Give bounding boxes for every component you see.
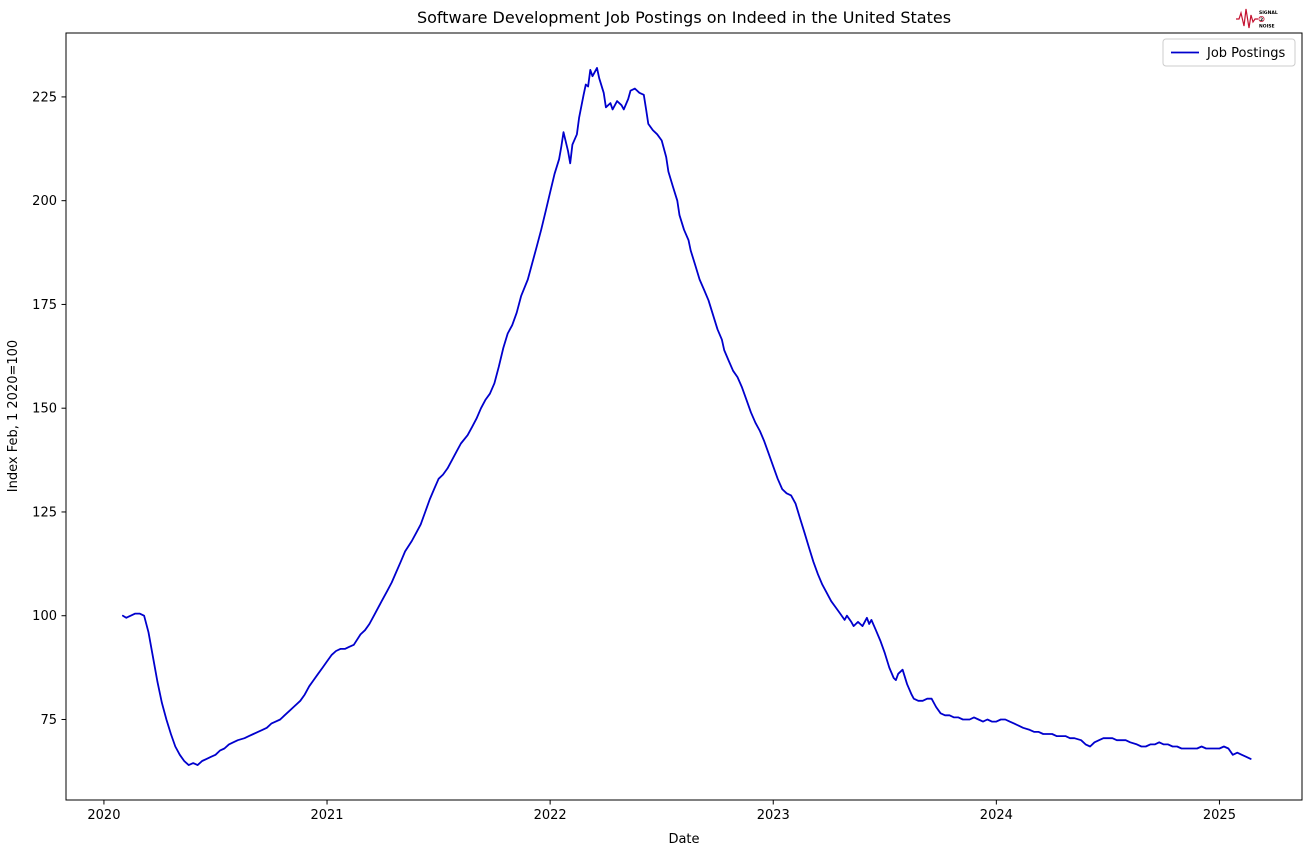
chart-title: Software Development Job Postings on Ind… [417, 8, 951, 27]
y-tick-label: 150 [32, 402, 57, 417]
x-tick-label: 2022 [534, 808, 567, 823]
x-tick-label: 2023 [757, 808, 790, 823]
y-tick-label: 200 [32, 194, 57, 209]
y-tick-label: 225 [32, 90, 57, 105]
x-tick-label: 2024 [980, 808, 1013, 823]
y-tick-label: 75 [40, 713, 57, 728]
logo-circle [1258, 15, 1265, 22]
x-tick-label: 2021 [310, 808, 343, 823]
legend-box [1162, 38, 1296, 67]
axis-ticks: 2020 2021 2022 2023 2024 2025 75 100 125 150 175 20… [32, 90, 1236, 823]
logo-word-bottom: NOISE [1259, 24, 1275, 30]
legend: Job Postings [1162, 38, 1296, 67]
signal-noise-logo: SIGNAL 2 NOISE [1236, 8, 1278, 30]
x-tick-label: 2025 [1203, 808, 1236, 823]
y-tick-label: 175 [32, 298, 57, 313]
job-postings-line [122, 67, 1252, 766]
waveform-icon [1236, 8, 1258, 29]
logo-word-top: SIGNAL [1259, 10, 1278, 16]
y-axis-label: Index Feb, 1 2020=100 [6, 340, 21, 492]
x-tick-label: 2020 [87, 808, 120, 823]
y-tick-label: 100 [32, 609, 57, 624]
legend-label: Job Postings [1206, 46, 1285, 61]
logo-word-mid: 2 [1260, 17, 1263, 23]
y-tick-label: 125 [32, 505, 57, 520]
plot-area-border [65, 32, 1303, 801]
x-axis-label: Date [668, 832, 699, 847]
